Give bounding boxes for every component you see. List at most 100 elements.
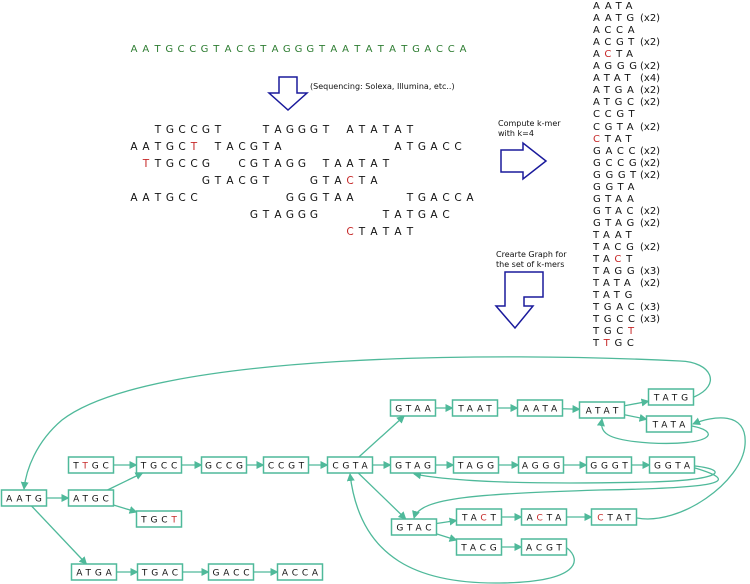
node-atga: ATGA — [70, 563, 118, 581]
genome-base: C — [177, 44, 185, 55]
read-base: T — [358, 226, 366, 238]
genome-base: T — [154, 44, 161, 55]
kmer-string: GTAA — [593, 193, 639, 205]
read-base: C — [238, 158, 246, 170]
node-label: AATA — [523, 405, 561, 415]
node-tgct: TGCT — [135, 510, 183, 528]
node-acgt: ACGT — [520, 538, 568, 556]
genome-base: A — [342, 44, 349, 55]
read-base: T — [358, 175, 366, 187]
kmer-string: TATG — [593, 290, 638, 302]
down-arrow-icon — [267, 76, 309, 112]
read-base: C — [346, 226, 354, 238]
read-base: A — [430, 141, 438, 153]
read-base: A — [334, 192, 342, 204]
read-base: A — [370, 226, 378, 238]
read-base: A — [466, 192, 474, 204]
read-base: C — [190, 192, 198, 204]
node-ttgc: TTGC — [67, 456, 115, 474]
kmer-string: GGTA — [593, 181, 640, 193]
read-base: G — [249, 158, 259, 170]
read-base: A — [394, 209, 402, 221]
read-base: G — [249, 209, 259, 221]
genome-base: A — [365, 44, 373, 55]
genome-base: A — [224, 44, 232, 55]
read-base: T — [262, 124, 270, 136]
node-tgac: TGAC — [136, 563, 184, 581]
node-tact: TACT — [455, 508, 503, 526]
read-base: A — [394, 124, 402, 136]
read-base: T — [406, 141, 414, 153]
read-base: T — [322, 175, 330, 187]
read-base: T — [406, 209, 414, 221]
genome-base: G — [165, 44, 174, 55]
kmer-string: ACCA — [593, 25, 640, 37]
graph-note: Crearte Graph for the set of k-mers — [496, 250, 567, 270]
node-label: GGGT — [590, 462, 631, 472]
genome-base: T — [401, 44, 408, 55]
read-base: T — [322, 124, 330, 136]
node-label: TATG — [653, 394, 692, 404]
edge-ggta-gtag — [413, 465, 716, 484]
kmer-note-line: with k=4 — [498, 129, 534, 138]
read-base: C — [238, 175, 246, 187]
read-base: T — [262, 141, 270, 153]
sequencing-note: (Sequencing: Solexa, Illumina, etc..) — [310, 82, 455, 91]
read-base: C — [190, 124, 198, 136]
kmer-string: GTAG — [593, 217, 639, 229]
node-gccg: GCCG — [200, 456, 248, 474]
read-base: A — [346, 124, 354, 136]
graph-note-line: Crearte Graph for — [496, 250, 567, 259]
kmer-count: (x2) — [640, 97, 661, 109]
read-base: G — [297, 158, 307, 170]
read-base: G — [417, 192, 427, 204]
kmer-string: ACGT — [593, 37, 639, 49]
kmer-string: TTGC — [593, 338, 639, 350]
kmer-string: CCGT — [593, 109, 640, 121]
read-base: A — [394, 141, 402, 153]
read-base: G — [165, 124, 175, 136]
kmer-string: ATGA — [593, 85, 639, 97]
read-base: C — [178, 192, 186, 204]
kmer-count: (x2) — [640, 61, 661, 73]
edge-tatg-aatg — [20, 356, 712, 490]
genome-base: G — [306, 44, 315, 55]
genome-base: A — [424, 44, 432, 55]
read-base: C — [442, 192, 450, 204]
read-base: G — [309, 209, 319, 221]
read-base: T — [358, 158, 366, 170]
read-base: C — [346, 175, 354, 187]
node-label: ACGT — [526, 544, 566, 554]
node-label: TATA — [652, 421, 689, 431]
node-cgta: CGTA — [326, 456, 374, 474]
kmer-count: (x2) — [640, 145, 661, 157]
genome-base: A — [330, 44, 338, 55]
read-base: C — [454, 192, 462, 204]
read-base: T — [322, 192, 330, 204]
node-label: GTAG — [395, 462, 435, 472]
read-base: T — [154, 192, 162, 204]
node-label: TAGG — [457, 462, 498, 472]
genome-base: G — [247, 44, 256, 55]
read-base: C — [178, 141, 186, 153]
kmer-string: GTAC — [593, 205, 639, 217]
node-gggt: GGGT — [585, 456, 633, 474]
node-atat: ATAT — [578, 401, 626, 419]
read-base: T — [142, 158, 150, 170]
right-arrow-icon — [500, 141, 548, 181]
node-label: ATGA — [76, 569, 115, 579]
kmer-string: TAAT — [593, 229, 637, 241]
read-base: G — [165, 141, 175, 153]
read-base: A — [394, 226, 402, 238]
read-base: T — [358, 124, 366, 136]
node-label: AGGG — [522, 462, 564, 472]
read-base: G — [417, 209, 427, 221]
node-gtag: GTAG — [389, 456, 437, 474]
node-label: ACCA — [282, 569, 322, 579]
kmer-count: (x2) — [640, 121, 661, 133]
read-base: A — [130, 192, 138, 204]
read-base: T — [154, 141, 162, 153]
kmer-string: TGAC — [593, 302, 640, 314]
